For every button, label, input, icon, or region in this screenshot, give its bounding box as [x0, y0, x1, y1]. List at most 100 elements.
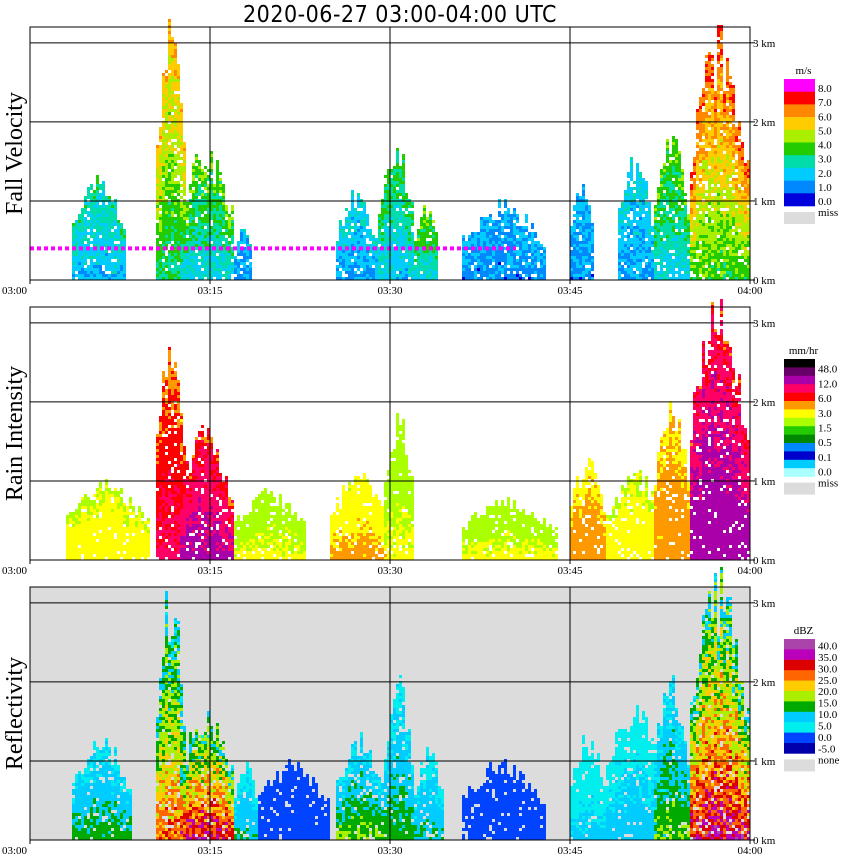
echo-cell [663, 214, 666, 217]
echo-cell [177, 235, 180, 238]
echo-cell [171, 97, 174, 100]
echo-cell [669, 154, 672, 157]
echo-cell [381, 259, 384, 262]
echo-cell [669, 217, 672, 220]
echo-cell [636, 253, 639, 256]
echo-cell [468, 262, 471, 265]
echo-cell [339, 232, 342, 235]
echo-cell [105, 205, 108, 208]
echo-cell [699, 202, 702, 205]
echo-cell [642, 271, 645, 274]
echo-cell [417, 256, 420, 259]
echo-cell [219, 223, 222, 226]
echo-cell [714, 133, 717, 136]
echo-cell [687, 247, 690, 250]
echo-cell [720, 268, 723, 271]
echo-cell [402, 244, 405, 247]
echo-cell [99, 274, 102, 277]
echo-cell [402, 226, 405, 229]
echo-cell [78, 220, 81, 223]
echo-cell [741, 217, 744, 220]
echo-cell [705, 208, 708, 211]
echo-cell [165, 163, 168, 166]
echo-cell [369, 259, 372, 262]
echo-cell [573, 205, 576, 208]
echo-cell [411, 274, 414, 277]
echo-cell [198, 232, 201, 235]
echo-cell [591, 250, 594, 253]
echo-cell [210, 166, 213, 169]
echo-cell [408, 271, 411, 274]
echo-cell [708, 175, 711, 178]
echo-cell [102, 202, 105, 205]
echo-cell [207, 190, 210, 193]
echo-cell [480, 262, 483, 265]
echo-cell [738, 154, 741, 157]
echo-cell [210, 247, 213, 250]
echo-cell [483, 259, 486, 262]
echo-cell [714, 214, 717, 217]
echo-region-11 [654, 136, 690, 280]
echo-cell [681, 217, 684, 220]
echo-cell [648, 274, 651, 277]
echo-cell [219, 265, 222, 268]
echo-cell [165, 274, 168, 277]
echo-cell [168, 28, 171, 31]
echo-cell [165, 70, 168, 73]
echo-cell [84, 247, 87, 250]
echo-cell [339, 220, 342, 223]
echo-cell [195, 262, 198, 265]
echo-cell [525, 217, 528, 220]
echo-cell [90, 208, 93, 211]
echo-cell [636, 196, 639, 199]
echo-cell [360, 220, 363, 223]
echo-cell [705, 85, 708, 88]
echo-cell [636, 193, 639, 196]
echo-cell [180, 175, 183, 178]
echo-cell [204, 235, 207, 238]
echo-cell [162, 88, 165, 91]
echo-cell [177, 172, 180, 175]
echo-cell [525, 226, 528, 229]
echo-cell [177, 277, 180, 280]
echo-cell [699, 178, 702, 181]
echo-cell [498, 259, 501, 262]
echo-cell [696, 202, 699, 205]
echo-cell [114, 220, 117, 223]
echo-cell [396, 235, 399, 238]
echo-cell [375, 262, 378, 265]
echo-cell [657, 193, 660, 196]
echo-cell [477, 262, 480, 265]
echo-cell [747, 253, 750, 256]
echo-cell [123, 241, 126, 244]
echo-cell [732, 94, 735, 97]
echo-cell [399, 232, 402, 235]
echo-cell [672, 184, 675, 187]
echo-cell [696, 151, 699, 154]
echo-cell [396, 157, 399, 160]
echo-cell [189, 262, 192, 265]
echo-cell [618, 271, 621, 274]
echo-cell [117, 256, 120, 259]
echo-cell [720, 46, 723, 49]
echo-cell [111, 202, 114, 205]
echo-cell [540, 262, 543, 265]
echo-cell [624, 223, 627, 226]
echo-cell [195, 232, 198, 235]
echo-cell [399, 220, 402, 223]
echo-cell [699, 259, 702, 262]
echo-cell [699, 208, 702, 211]
echo-cell [714, 268, 717, 271]
echo-cell [228, 265, 231, 268]
echo-cell [522, 268, 525, 271]
echo-cell [723, 91, 726, 94]
echo-cell [96, 217, 99, 220]
echo-cell [513, 232, 516, 235]
echo-cell [576, 193, 579, 196]
echo-cell [642, 277, 645, 280]
echo-cell [90, 214, 93, 217]
echo-cell [222, 274, 225, 277]
echo-cell [669, 241, 672, 244]
echo-cell [732, 142, 735, 145]
echo-cell [420, 223, 423, 226]
